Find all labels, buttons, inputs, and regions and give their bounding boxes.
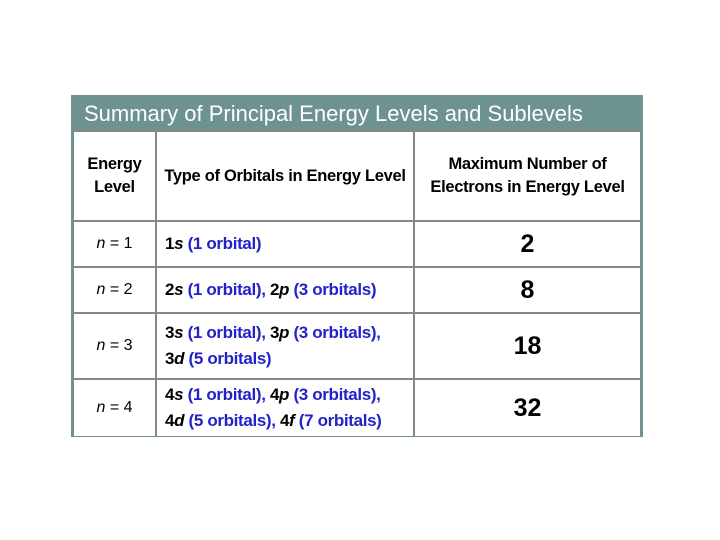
summary-table-panel: Summary of Principal Energy Levels and S…: [71, 95, 643, 437]
orbitals-cell: 3s (1 orbital), 3p (3 orbitals), 3d (5 or…: [157, 314, 413, 378]
table-title: Summary of Principal Energy Levels and S…: [74, 98, 640, 132]
energy-level-cell: n = 4: [74, 380, 155, 436]
orbitals-cell: 2s (1 orbital), 2p (3 orbitals): [157, 268, 413, 312]
max-electrons-cell: 8: [415, 268, 640, 312]
header-energy-level: Energy Level: [74, 132, 155, 220]
energy-level-cell: n = 1: [74, 222, 155, 266]
header-orbital-types: Type of Orbitals in Energy Level: [157, 132, 413, 220]
energy-level-cell: n = 3: [74, 314, 155, 378]
max-electrons-cell: 32: [415, 380, 640, 436]
energy-levels-table: Energy Level Type of Orbitals in Energy …: [74, 132, 640, 436]
header-max-electrons: Maximum Number of Electrons in Energy Le…: [415, 132, 640, 220]
orbitals-cell: 4s (1 orbital), 4p (3 orbitals), 4d (5 or…: [157, 380, 413, 436]
max-electrons-cell: 18: [415, 314, 640, 378]
energy-level-cell: n = 2: [74, 268, 155, 312]
orbitals-cell: 1s (1 orbital): [157, 222, 413, 266]
max-electrons-cell: 2: [415, 222, 640, 266]
